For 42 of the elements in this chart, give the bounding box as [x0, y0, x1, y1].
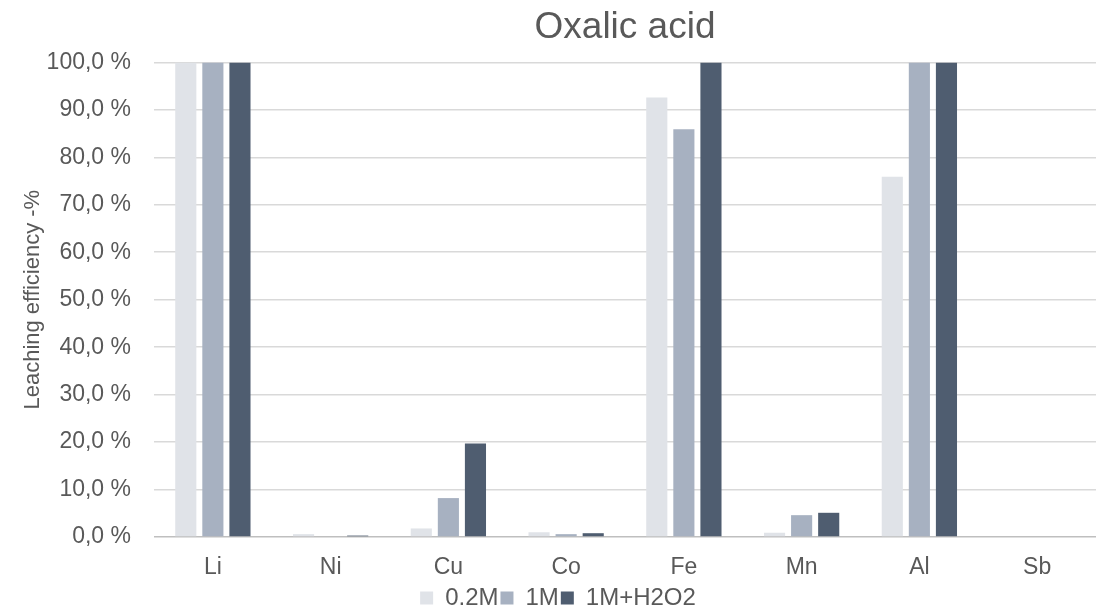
legend-label: 1M [525, 582, 559, 610]
y-tick-label: 70,0 % [59, 190, 131, 217]
bar [229, 62, 251, 537]
y-tick-label: 30,0 % [59, 379, 131, 406]
chart-title: Oxalic acid [534, 5, 716, 47]
y-tick-label: 50,0 % [59, 285, 131, 312]
bar [528, 532, 550, 537]
bar [437, 498, 459, 537]
bar [292, 534, 315, 537]
x-tick-label: Cu [433, 553, 464, 580]
y-tick-label: 10,0 % [59, 474, 131, 501]
y-tick-label: 90,0 % [59, 95, 131, 122]
bar [202, 62, 224, 537]
bar [582, 533, 604, 537]
legend-label: 0.2M [445, 582, 499, 610]
y-tick-label: 20,0 % [59, 427, 131, 454]
bar [791, 515, 813, 537]
y-tick-label: 40,0 % [59, 332, 131, 359]
bar [175, 62, 197, 537]
bar [700, 62, 722, 537]
y-tick-label: 80,0 % [59, 142, 131, 169]
bar [555, 534, 577, 537]
bar [673, 129, 695, 537]
y-tick-label: 60,0 % [59, 237, 131, 264]
legend-label: 1M+H2O2 [585, 582, 696, 610]
x-tick-label: Fe [670, 553, 698, 580]
x-tick-label: Ni [319, 553, 342, 580]
bar [646, 97, 668, 537]
bar [908, 62, 930, 537]
x-tick-label: Co [551, 553, 581, 580]
bar [935, 62, 958, 537]
y-tick-label: 0,0 % [72, 522, 131, 549]
y-axis-title: Leaching efficiency -% [19, 189, 45, 410]
bar [464, 443, 487, 537]
bar [410, 528, 432, 537]
x-tick-label: Mn [785, 553, 818, 580]
x-tick-label: Li [203, 553, 222, 580]
bar [881, 176, 903, 537]
x-tick-label: Sb [1023, 553, 1052, 580]
x-tick-label: Al [909, 553, 930, 580]
y-tick-label: 100,0 % [46, 47, 131, 74]
bar [818, 512, 840, 537]
